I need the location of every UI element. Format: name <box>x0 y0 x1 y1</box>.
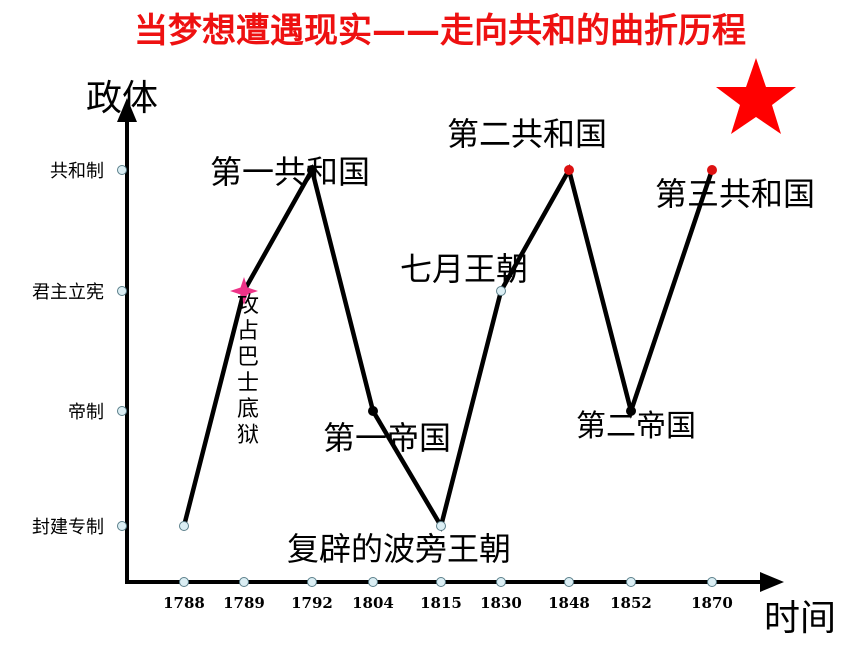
y-tick-label: 封建专制 <box>32 517 104 538</box>
series-line <box>179 163 717 532</box>
x-tick-label: 1830 <box>480 594 522 612</box>
data-point <box>626 406 636 416</box>
star-icon <box>716 58 796 134</box>
y-axis-arrow <box>117 98 137 122</box>
x-tick-dot <box>179 577 189 587</box>
x-tick-label: 1815 <box>420 594 462 612</box>
y-tick-dot <box>117 521 127 531</box>
x-tick-dot <box>626 577 636 587</box>
data-point <box>307 165 317 175</box>
x-tick-label: 1789 <box>223 594 265 612</box>
y-tick-label: 共和制 <box>50 161 104 182</box>
x-tick-label: 1804 <box>352 594 394 612</box>
annotation-label: 攻占巴士底狱 <box>237 293 259 448</box>
x-tick-dot <box>707 577 717 587</box>
x-tick-label: 1792 <box>291 594 333 612</box>
annotation-label: 第三共和国 <box>655 175 815 213</box>
chart-title: 当梦想遭遇现实——走向共和的曲折历程 <box>134 11 746 51</box>
data-point <box>707 165 717 175</box>
annotation-label: 第二帝国 <box>576 409 696 444</box>
annotation-label: 七月王朝 <box>400 250 528 288</box>
x-axis-label: 时间 <box>764 598 836 639</box>
annotation-label: 第二共和国 <box>447 115 607 153</box>
y-tick-dot <box>117 165 127 175</box>
x-tick-label: 1848 <box>548 594 590 612</box>
x-tick-dot <box>564 577 574 587</box>
x-tick-dot <box>239 577 249 587</box>
x-tick-dot <box>496 577 506 587</box>
x-tick-label: 1870 <box>691 594 733 612</box>
annotation-label: 第一帝国 <box>323 419 451 457</box>
data-point <box>496 286 506 296</box>
x-tick-label: 1852 <box>610 594 652 612</box>
data-point <box>368 406 378 416</box>
data-point <box>179 521 189 531</box>
data-point <box>564 165 574 175</box>
data-point <box>436 521 446 531</box>
y-tick-dot <box>117 286 127 296</box>
annotation-label: 复辟的波旁王朝 <box>287 530 511 568</box>
x-axis-arrow <box>760 572 784 592</box>
x-ticks: 1788 1789 1792 1804 1815 1830 1848 1852 1870 <box>163 577 733 612</box>
x-tick-dot <box>436 577 446 587</box>
data-point <box>230 277 258 305</box>
y-tick-dot <box>117 406 127 416</box>
x-tick-dot <box>368 577 378 587</box>
annotation-label: 第一共和国 <box>210 153 370 191</box>
x-tick-label: 1788 <box>163 594 205 612</box>
y-ticks: 封建专制 帝制 君主立宪 共和制 <box>32 161 127 538</box>
y-tick-label: 帝制 <box>68 402 104 423</box>
x-tick-dot <box>307 577 317 587</box>
series-path <box>181 163 715 532</box>
y-axis-label: 政体 <box>86 78 158 119</box>
y-tick-label: 君主立宪 <box>32 282 104 303</box>
